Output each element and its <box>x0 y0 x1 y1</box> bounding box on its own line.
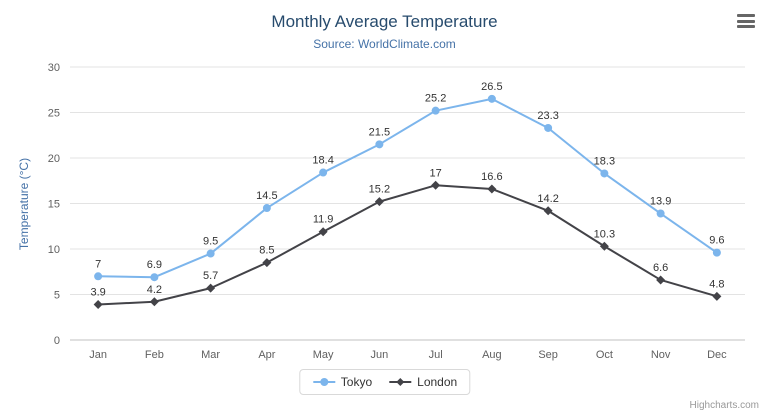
data-label: 6.9 <box>147 259 162 271</box>
data-label: 14.5 <box>256 190 277 202</box>
data-label: 18.4 <box>312 155 333 167</box>
tokyo-point-marker[interactable] <box>600 169 609 178</box>
series-london-line[interactable] <box>98 184 718 306</box>
data-label: 14.2 <box>537 193 558 205</box>
x-axis-label: Feb <box>145 349 164 361</box>
london-point-marker[interactable] <box>712 291 722 301</box>
hamburger-bar <box>737 14 755 17</box>
london-point-marker[interactable] <box>318 227 328 237</box>
legend-item-london[interactable]: London <box>388 375 457 389</box>
legend-item-tokyo[interactable]: Tokyo <box>312 375 372 389</box>
data-label: 15.2 <box>369 184 390 196</box>
y-axis-title: Temperature (°C) <box>17 157 31 251</box>
tokyo-point-marker[interactable] <box>375 140 384 149</box>
data-label: 4.2 <box>147 284 162 296</box>
data-label: 13.9 <box>650 196 671 208</box>
london-legend-marker-icon <box>389 378 412 386</box>
tokyo-point-marker[interactable] <box>712 248 721 257</box>
tokyo-point-marker[interactable] <box>94 272 103 281</box>
london-point-marker[interactable] <box>262 258 272 268</box>
legend: Tokyo London <box>298 369 471 395</box>
y-axis-label: 5 <box>54 290 60 302</box>
x-axis-label: Dec <box>707 349 727 361</box>
data-label: 11.9 <box>313 214 334 226</box>
x-axis-label: Apr <box>258 349 275 361</box>
x-axis-label: Oct <box>596 349 613 361</box>
x-axis-label: Jul <box>429 349 443 361</box>
london-point-marker[interactable] <box>487 184 497 194</box>
x-axis-label: Nov <box>651 349 671 361</box>
data-label: 3.9 <box>90 287 105 299</box>
y-axis-label: 10 <box>48 244 60 256</box>
london-point-marker[interactable] <box>543 206 553 216</box>
tokyo-point-marker[interactable] <box>431 106 440 115</box>
data-label: 10.3 <box>594 228 615 240</box>
x-axis-label: Aug <box>482 349 502 361</box>
data-label: 5.7 <box>203 270 218 282</box>
london-point-marker[interactable] <box>656 275 666 285</box>
tokyo-point-marker[interactable] <box>206 249 215 258</box>
tokyo-legend-marker-icon <box>312 378 335 386</box>
y-axis-label: 30 <box>48 62 60 74</box>
legend-label: Tokyo <box>340 375 373 389</box>
data-label: 16.6 <box>481 171 502 183</box>
data-label: 23.3 <box>537 110 558 122</box>
chart-subtitle: Source: WorldClimate.com <box>313 37 456 51</box>
tokyo-point-marker[interactable] <box>319 168 328 177</box>
data-label: 21.5 <box>369 126 390 138</box>
tokyo-point-marker[interactable] <box>150 273 159 282</box>
x-axis-label: Sep <box>538 349 558 361</box>
y-axis-label: 15 <box>48 199 60 211</box>
tokyo-point-marker[interactable] <box>656 209 665 218</box>
london-point-marker[interactable] <box>374 197 384 207</box>
data-label: 18.3 <box>594 155 615 167</box>
tokyo-point-marker[interactable] <box>544 123 553 132</box>
hamburger-bar <box>737 25 755 28</box>
data-label: 25.2 <box>425 93 446 105</box>
x-axis-label: Jun <box>371 349 389 361</box>
credits-link[interactable]: Highcharts.com <box>689 400 759 411</box>
london-point-marker[interactable] <box>599 241 609 251</box>
london-point-marker[interactable] <box>206 283 216 293</box>
y-axis-label: 25 <box>48 108 60 120</box>
data-label: 6.6 <box>653 262 668 274</box>
london-point-marker[interactable] <box>431 180 441 190</box>
x-axis-label: Jan <box>89 349 107 361</box>
tokyo-point-marker[interactable] <box>487 94 496 103</box>
chart-title: Monthly Average Temperature <box>271 12 498 31</box>
series-tokyo-line[interactable] <box>98 97 718 279</box>
data-label: 7 <box>95 258 101 270</box>
data-label: 9.5 <box>203 236 218 248</box>
data-label: 9.6 <box>709 235 724 247</box>
x-axis-label: Mar <box>201 349 220 361</box>
y-axis-label: 0 <box>54 335 60 347</box>
y-axis-label: 20 <box>48 153 60 165</box>
data-label: 4.8 <box>709 278 724 290</box>
london-point-marker[interactable] <box>93 300 103 310</box>
hamburger-menu-icon[interactable] <box>737 14 755 28</box>
data-label: 26.5 <box>481 81 502 93</box>
hamburger-bar <box>737 19 755 23</box>
data-label: 8.5 <box>259 245 274 257</box>
x-axis-label: May <box>313 349 334 361</box>
data-label: 17 <box>430 167 442 179</box>
legend-label: London <box>417 375 458 389</box>
london-point-marker[interactable] <box>149 297 159 307</box>
tokyo-point-marker[interactable] <box>262 204 271 213</box>
